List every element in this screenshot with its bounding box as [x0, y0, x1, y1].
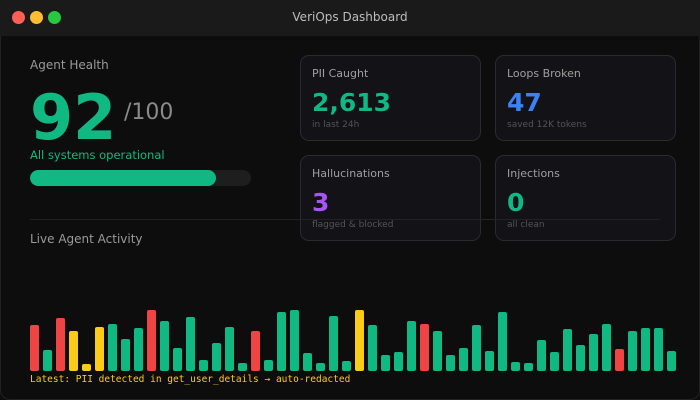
minimize-button[interactable]	[30, 11, 43, 24]
card-title: Hallucinations	[312, 167, 390, 180]
activity-bar-ok	[342, 361, 351, 371]
card-value: 0	[507, 188, 525, 217]
card-value: 47	[507, 88, 542, 117]
activity-bar-ok	[381, 355, 390, 371]
activity-bar-ok	[576, 345, 585, 371]
activity-bar-ok	[160, 321, 169, 371]
card-value: 3	[312, 188, 330, 217]
activity-bar-ok	[667, 351, 676, 371]
window-title: VeriOps Dashboard	[292, 10, 408, 24]
activity-bar-ok	[368, 325, 377, 371]
activity-bar-ok	[589, 334, 598, 371]
health-status: All systems operational	[30, 148, 165, 162]
activity-bar-ok	[238, 363, 247, 371]
activity-bar-ok	[316, 363, 325, 371]
activity-bar-ok	[641, 328, 650, 371]
activity-bar-ok	[108, 324, 117, 371]
card-injections: Injections 0 all clean	[495, 155, 676, 241]
activity-bar-ok	[498, 312, 507, 371]
activity-bar-ok	[186, 317, 195, 371]
card-value: 2,613	[312, 88, 392, 117]
health-max: /100	[124, 100, 174, 125]
activity-bar-alert	[615, 349, 624, 371]
activity-bar-alert	[30, 325, 39, 371]
activity-bar-alert	[56, 318, 65, 371]
activity-bar-ok	[472, 325, 481, 371]
card-pii-caught: PII Caught 2,613 in last 24h	[300, 55, 481, 141]
maximize-button[interactable]	[48, 11, 61, 24]
activity-bar-ok	[212, 343, 221, 371]
activity-bar-ok	[628, 331, 637, 371]
activity-bar-ok	[173, 348, 182, 371]
activity-bar-ok	[459, 348, 468, 371]
activity-bar-ok	[329, 316, 338, 371]
activity-bar-ok	[199, 360, 208, 371]
activity-bar-ok	[550, 352, 559, 371]
card-title: PII Caught	[312, 67, 369, 80]
card-subtitle: saved 12K tokens	[507, 120, 587, 130]
activity-bar-ok	[485, 351, 494, 371]
activity-bar-ok	[134, 328, 143, 371]
activity-bar-warn	[82, 364, 91, 371]
card-hallucinations: Hallucinations 3 flagged & blocked	[300, 155, 481, 241]
activity-bar-warn	[95, 327, 104, 371]
activity-bar-alert	[251, 331, 260, 371]
activity-bar-ok	[602, 324, 611, 371]
card-title: Loops Broken	[507, 67, 581, 80]
activity-bar-alert	[147, 310, 156, 371]
card-loops-broken: Loops Broken 47 saved 12K tokens	[495, 55, 676, 141]
card-subtitle: all clean	[507, 220, 545, 230]
activity-bar-ok	[433, 331, 442, 371]
activity-bar-ok	[563, 329, 572, 371]
activity-bar-ok	[277, 312, 286, 371]
close-button[interactable]	[12, 11, 25, 24]
activity-bar-ok	[43, 350, 52, 371]
activity-bar-ok	[303, 353, 312, 371]
latest-event-text: Latest: PII detected in get_user_details…	[30, 374, 351, 385]
activity-bar-warn	[355, 310, 364, 371]
health-score: 92	[30, 81, 117, 154]
live-activity-label: Live Agent Activity	[30, 232, 143, 246]
activity-bar-ok	[524, 363, 533, 371]
activity-bar-ok	[537, 340, 546, 371]
activity-bar-ok	[407, 321, 416, 371]
card-title: Injections	[507, 167, 560, 180]
activity-bar-ok	[511, 362, 520, 371]
activity-bar-ok	[225, 327, 234, 371]
card-subtitle: flagged & blocked	[312, 220, 394, 230]
activity-bar-ok	[394, 352, 403, 371]
activity-bar-ok	[654, 328, 663, 371]
activity-bar-ok	[290, 310, 299, 371]
activity-bar-alert	[420, 324, 429, 371]
activity-bar-ok	[121, 339, 130, 371]
card-subtitle: in last 24h	[312, 120, 360, 130]
activity-bar-ok	[264, 360, 273, 371]
section-divider	[30, 219, 660, 220]
activity-bar-ok	[446, 355, 455, 371]
health-progress-bar	[30, 170, 251, 186]
title-bar: VeriOps Dashboard	[0, 0, 700, 36]
health-progress-fill	[30, 170, 216, 186]
activity-bar-warn	[69, 331, 78, 371]
agent-health-label: Agent Health	[30, 58, 109, 72]
